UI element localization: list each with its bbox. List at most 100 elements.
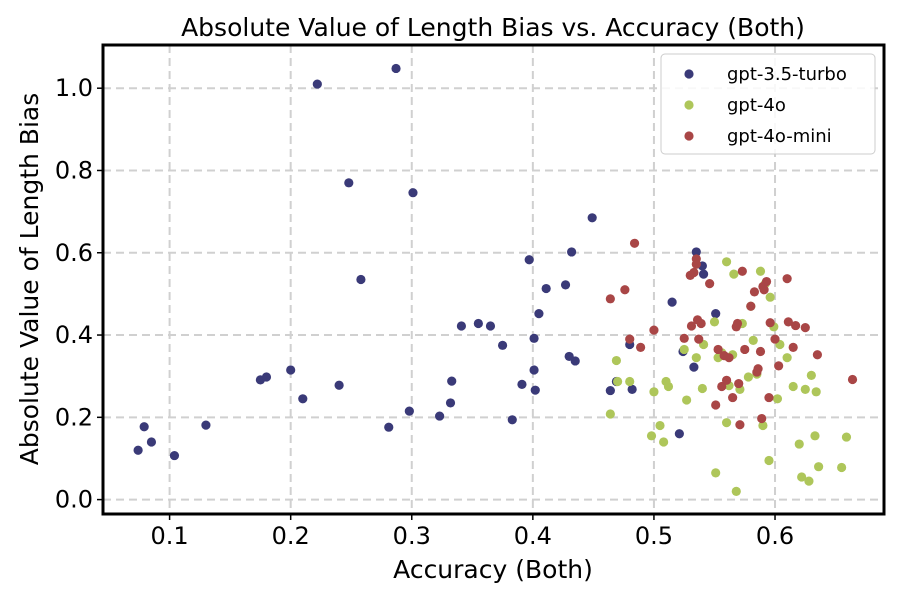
- data-point: [797, 472, 807, 482]
- data-point: [679, 333, 689, 343]
- data-point: [761, 276, 772, 287]
- data-point: [611, 355, 622, 366]
- data-point: [404, 406, 414, 416]
- series-gpt-4o-mini: [605, 238, 858, 430]
- y-tick-label: 0.4: [55, 321, 93, 349]
- data-point: [755, 346, 766, 357]
- data-point: [709, 317, 720, 327]
- y-tick-label: 0.2: [55, 403, 93, 431]
- data-point: [783, 317, 793, 327]
- data-point: [625, 334, 635, 344]
- data-point: [731, 486, 741, 496]
- data-point: [298, 394, 308, 404]
- data-point: [686, 321, 697, 331]
- x-tick-label: 0.2: [272, 522, 310, 550]
- data-point: [841, 432, 852, 442]
- data-point: [696, 318, 706, 329]
- data-point: [713, 344, 723, 355]
- data-point: [697, 383, 707, 394]
- data-point: [485, 321, 496, 331]
- data-point: [691, 247, 701, 257]
- legend-box: [660, 53, 876, 155]
- data-point: [391, 63, 401, 74]
- data-point: [534, 309, 544, 319]
- legend-entry-label: gpt-4o: [727, 95, 786, 116]
- data-point: [605, 409, 615, 419]
- data-point: [749, 287, 760, 297]
- data-point: [517, 379, 527, 390]
- data-point: [659, 437, 669, 447]
- y-tick-label: 1.0: [55, 74, 93, 102]
- data-point: [497, 340, 508, 350]
- data-point: [456, 321, 467, 331]
- data-point: [139, 422, 149, 432]
- data-point: [729, 269, 739, 279]
- data-point: [133, 445, 143, 455]
- data-point: [529, 333, 539, 343]
- data-point: [560, 280, 571, 290]
- data-point: [800, 323, 810, 333]
- data-point: [169, 450, 180, 461]
- y-tick-label: 0.8: [55, 156, 93, 184]
- data-point: [445, 398, 456, 408]
- data-point: [698, 269, 709, 279]
- data-point: [788, 381, 798, 392]
- data-point: [691, 353, 701, 363]
- data-point: [800, 384, 810, 394]
- data-point: [201, 420, 211, 430]
- data-point: [694, 334, 704, 344]
- data-point: [524, 255, 534, 265]
- y-tick-label: 0.6: [55, 239, 93, 267]
- data-point: [743, 372, 753, 382]
- plot-frame: [101, 43, 886, 516]
- data-point: [782, 274, 792, 284]
- legend-entry-label: gpt-3.5-turbo: [727, 64, 847, 85]
- data-point: [663, 381, 674, 392]
- data-points: [133, 63, 858, 496]
- data-point: [567, 247, 577, 257]
- data-point: [764, 392, 774, 403]
- data-point: [755, 266, 766, 276]
- data-point: [847, 374, 858, 385]
- data-point: [674, 429, 684, 439]
- data-point: [541, 283, 551, 294]
- data-point: [757, 413, 767, 424]
- legend-entry-label: gpt-4o-mini: [727, 126, 832, 147]
- data-point: [507, 415, 517, 425]
- data-point: [753, 364, 763, 374]
- data-point: [334, 380, 344, 390]
- data-point: [620, 285, 630, 295]
- data-point: [655, 420, 665, 431]
- data-point: [740, 344, 750, 355]
- data-point: [746, 301, 756, 311]
- data-point: [625, 376, 635, 387]
- data-point: [724, 353, 734, 363]
- data-point: [732, 318, 743, 329]
- data-point: [667, 297, 677, 307]
- data-point: [447, 376, 457, 386]
- data-point: [286, 365, 296, 375]
- data-point: [408, 188, 418, 198]
- data-point: [812, 350, 823, 360]
- data-point: [344, 178, 354, 188]
- data-point: [765, 292, 775, 302]
- y-tick-label: 0.0: [55, 486, 93, 514]
- data-point: [814, 462, 824, 472]
- x-tick-label: 0.6: [756, 522, 794, 550]
- data-point: [737, 266, 747, 276]
- data-point: [356, 274, 366, 285]
- data-point: [312, 79, 322, 89]
- data-point: [529, 365, 539, 375]
- data-point: [711, 309, 721, 319]
- data-point: [772, 394, 783, 404]
- data-point: [810, 431, 820, 441]
- data-point: [734, 378, 744, 389]
- data-point: [146, 437, 157, 447]
- legend-marker: [684, 69, 694, 79]
- data-point: [261, 372, 272, 382]
- data-point: [587, 213, 597, 223]
- data-point: [774, 361, 784, 371]
- data-point: [721, 418, 732, 428]
- data-point: [806, 370, 816, 380]
